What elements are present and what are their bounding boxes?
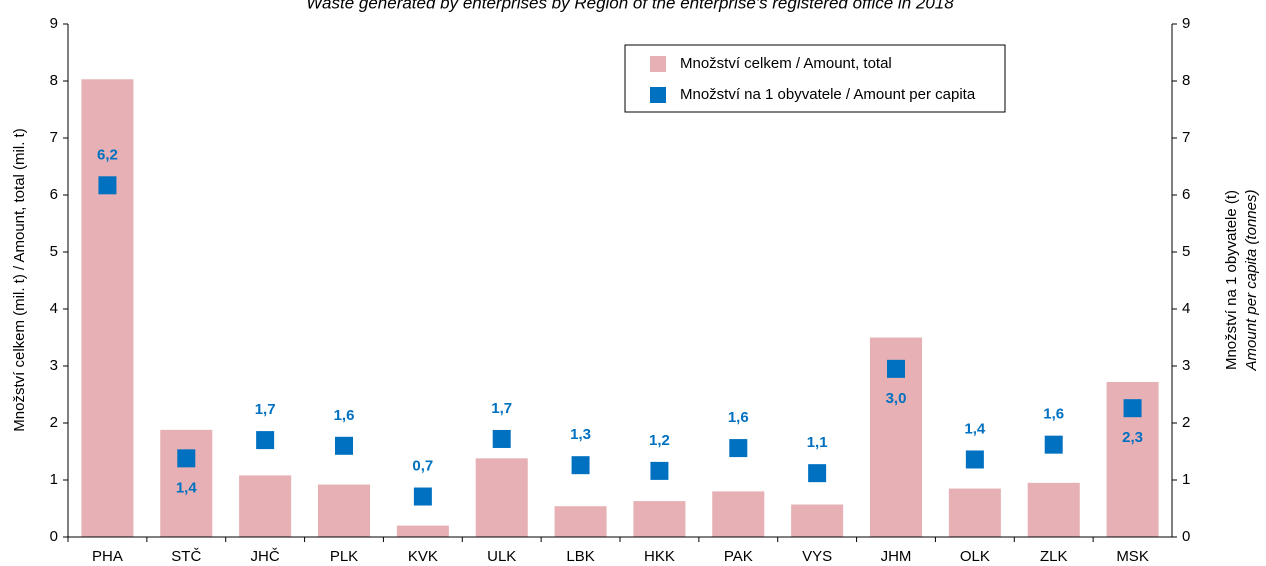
data-label: 1,6 xyxy=(1043,406,1064,423)
marker xyxy=(808,464,827,483)
y2-tick-label: 3 xyxy=(1182,357,1190,374)
data-label: 1,1 xyxy=(807,434,828,451)
y2-tick-label: 4 xyxy=(1182,300,1190,317)
y2-tick-label: 8 xyxy=(1182,72,1190,89)
y-axis-label: Množství celkem (mil. t) / Amount, total… xyxy=(11,128,28,431)
marker xyxy=(335,436,353,455)
marker xyxy=(729,439,748,458)
bar xyxy=(1027,482,1080,537)
y-tick-label: 0 xyxy=(50,528,58,545)
bar xyxy=(396,525,449,537)
y2-tick-label: 7 xyxy=(1182,129,1190,146)
x-tick-label: PLK xyxy=(330,548,358,565)
bar xyxy=(160,429,213,537)
y-tick-label: 4 xyxy=(50,300,58,317)
legend-swatch xyxy=(650,87,666,103)
data-label: 2,3 xyxy=(1122,429,1143,446)
data-label: 6,2 xyxy=(97,146,118,163)
y-tick-label: 9 xyxy=(50,15,58,32)
data-label: 1,4 xyxy=(964,420,986,437)
data-label: 1,7 xyxy=(491,400,512,417)
data-label: 1,3 xyxy=(570,426,591,443)
y-tick-label: 2 xyxy=(50,414,58,431)
y2-axis-label: Amount per capita (tonnes) xyxy=(1243,190,1260,372)
y2-tick-label: 0 xyxy=(1182,528,1190,545)
data-label: 1,4 xyxy=(176,479,198,496)
bar xyxy=(791,504,844,537)
marker xyxy=(256,431,275,450)
legend-label: Množství celkem / Amount, total xyxy=(680,55,892,72)
marker xyxy=(1123,399,1142,418)
x-tick-label: STČ xyxy=(171,548,201,565)
bar xyxy=(475,458,528,537)
marker xyxy=(492,429,511,448)
y2-tick-label: 5 xyxy=(1182,243,1190,260)
bar xyxy=(81,79,134,537)
bar xyxy=(948,488,1001,537)
legend-swatch xyxy=(650,56,666,72)
bar xyxy=(317,484,371,537)
data-label: 1,2 xyxy=(649,432,670,449)
chart-title: Waste generated by enterprises by Region… xyxy=(306,0,954,12)
x-tick-label: HKK xyxy=(644,548,675,565)
y2-tick-label: 6 xyxy=(1182,186,1190,203)
x-tick-label: JHM xyxy=(881,548,912,565)
y2-tick-label: 1 xyxy=(1182,471,1190,488)
x-tick-label: MSK xyxy=(1116,548,1149,565)
legend-box xyxy=(624,44,1006,113)
x-tick-label: ZLK xyxy=(1040,548,1068,565)
bar xyxy=(554,506,607,537)
x-tick-label: KVK xyxy=(408,548,438,565)
marker xyxy=(887,359,905,378)
marker xyxy=(413,487,432,506)
data-label: 1,6 xyxy=(334,407,355,424)
x-tick-label: OLK xyxy=(960,548,990,565)
data-label: 3,0 xyxy=(886,390,907,407)
y2-axis-label: Množství na 1 obyvatele (t) xyxy=(1223,190,1240,370)
y-tick-label: 1 xyxy=(50,471,58,488)
data-label: 0,7 xyxy=(412,457,433,474)
x-tick-label: PHA xyxy=(92,548,123,565)
marker xyxy=(177,449,196,468)
y-tick-label: 6 xyxy=(50,186,58,203)
data-label: 1,6 xyxy=(728,409,749,426)
bar xyxy=(239,475,292,537)
marker xyxy=(98,176,117,195)
marker xyxy=(1044,435,1063,454)
x-tick-label: JHČ xyxy=(251,548,280,565)
marker xyxy=(965,450,984,469)
y2-tick-label: 9 xyxy=(1182,15,1190,32)
y-tick-label: 3 xyxy=(50,357,58,374)
data-label: 1,7 xyxy=(255,401,276,418)
y-tick-label: 7 xyxy=(50,129,58,146)
marker xyxy=(571,456,590,475)
y2-tick-label: 2 xyxy=(1182,414,1190,431)
x-tick-label: ULK xyxy=(487,548,516,565)
marker xyxy=(650,461,669,480)
legend-label: Množství na 1 obyvatele / Amount per cap… xyxy=(680,86,976,103)
x-tick-label: VYS xyxy=(802,548,832,565)
bar xyxy=(712,491,765,537)
x-tick-label: LBK xyxy=(566,548,594,565)
bar xyxy=(633,501,686,537)
y-tick-label: 8 xyxy=(50,72,58,89)
y-tick-label: 5 xyxy=(50,243,58,260)
x-tick-label: PAK xyxy=(724,548,753,565)
